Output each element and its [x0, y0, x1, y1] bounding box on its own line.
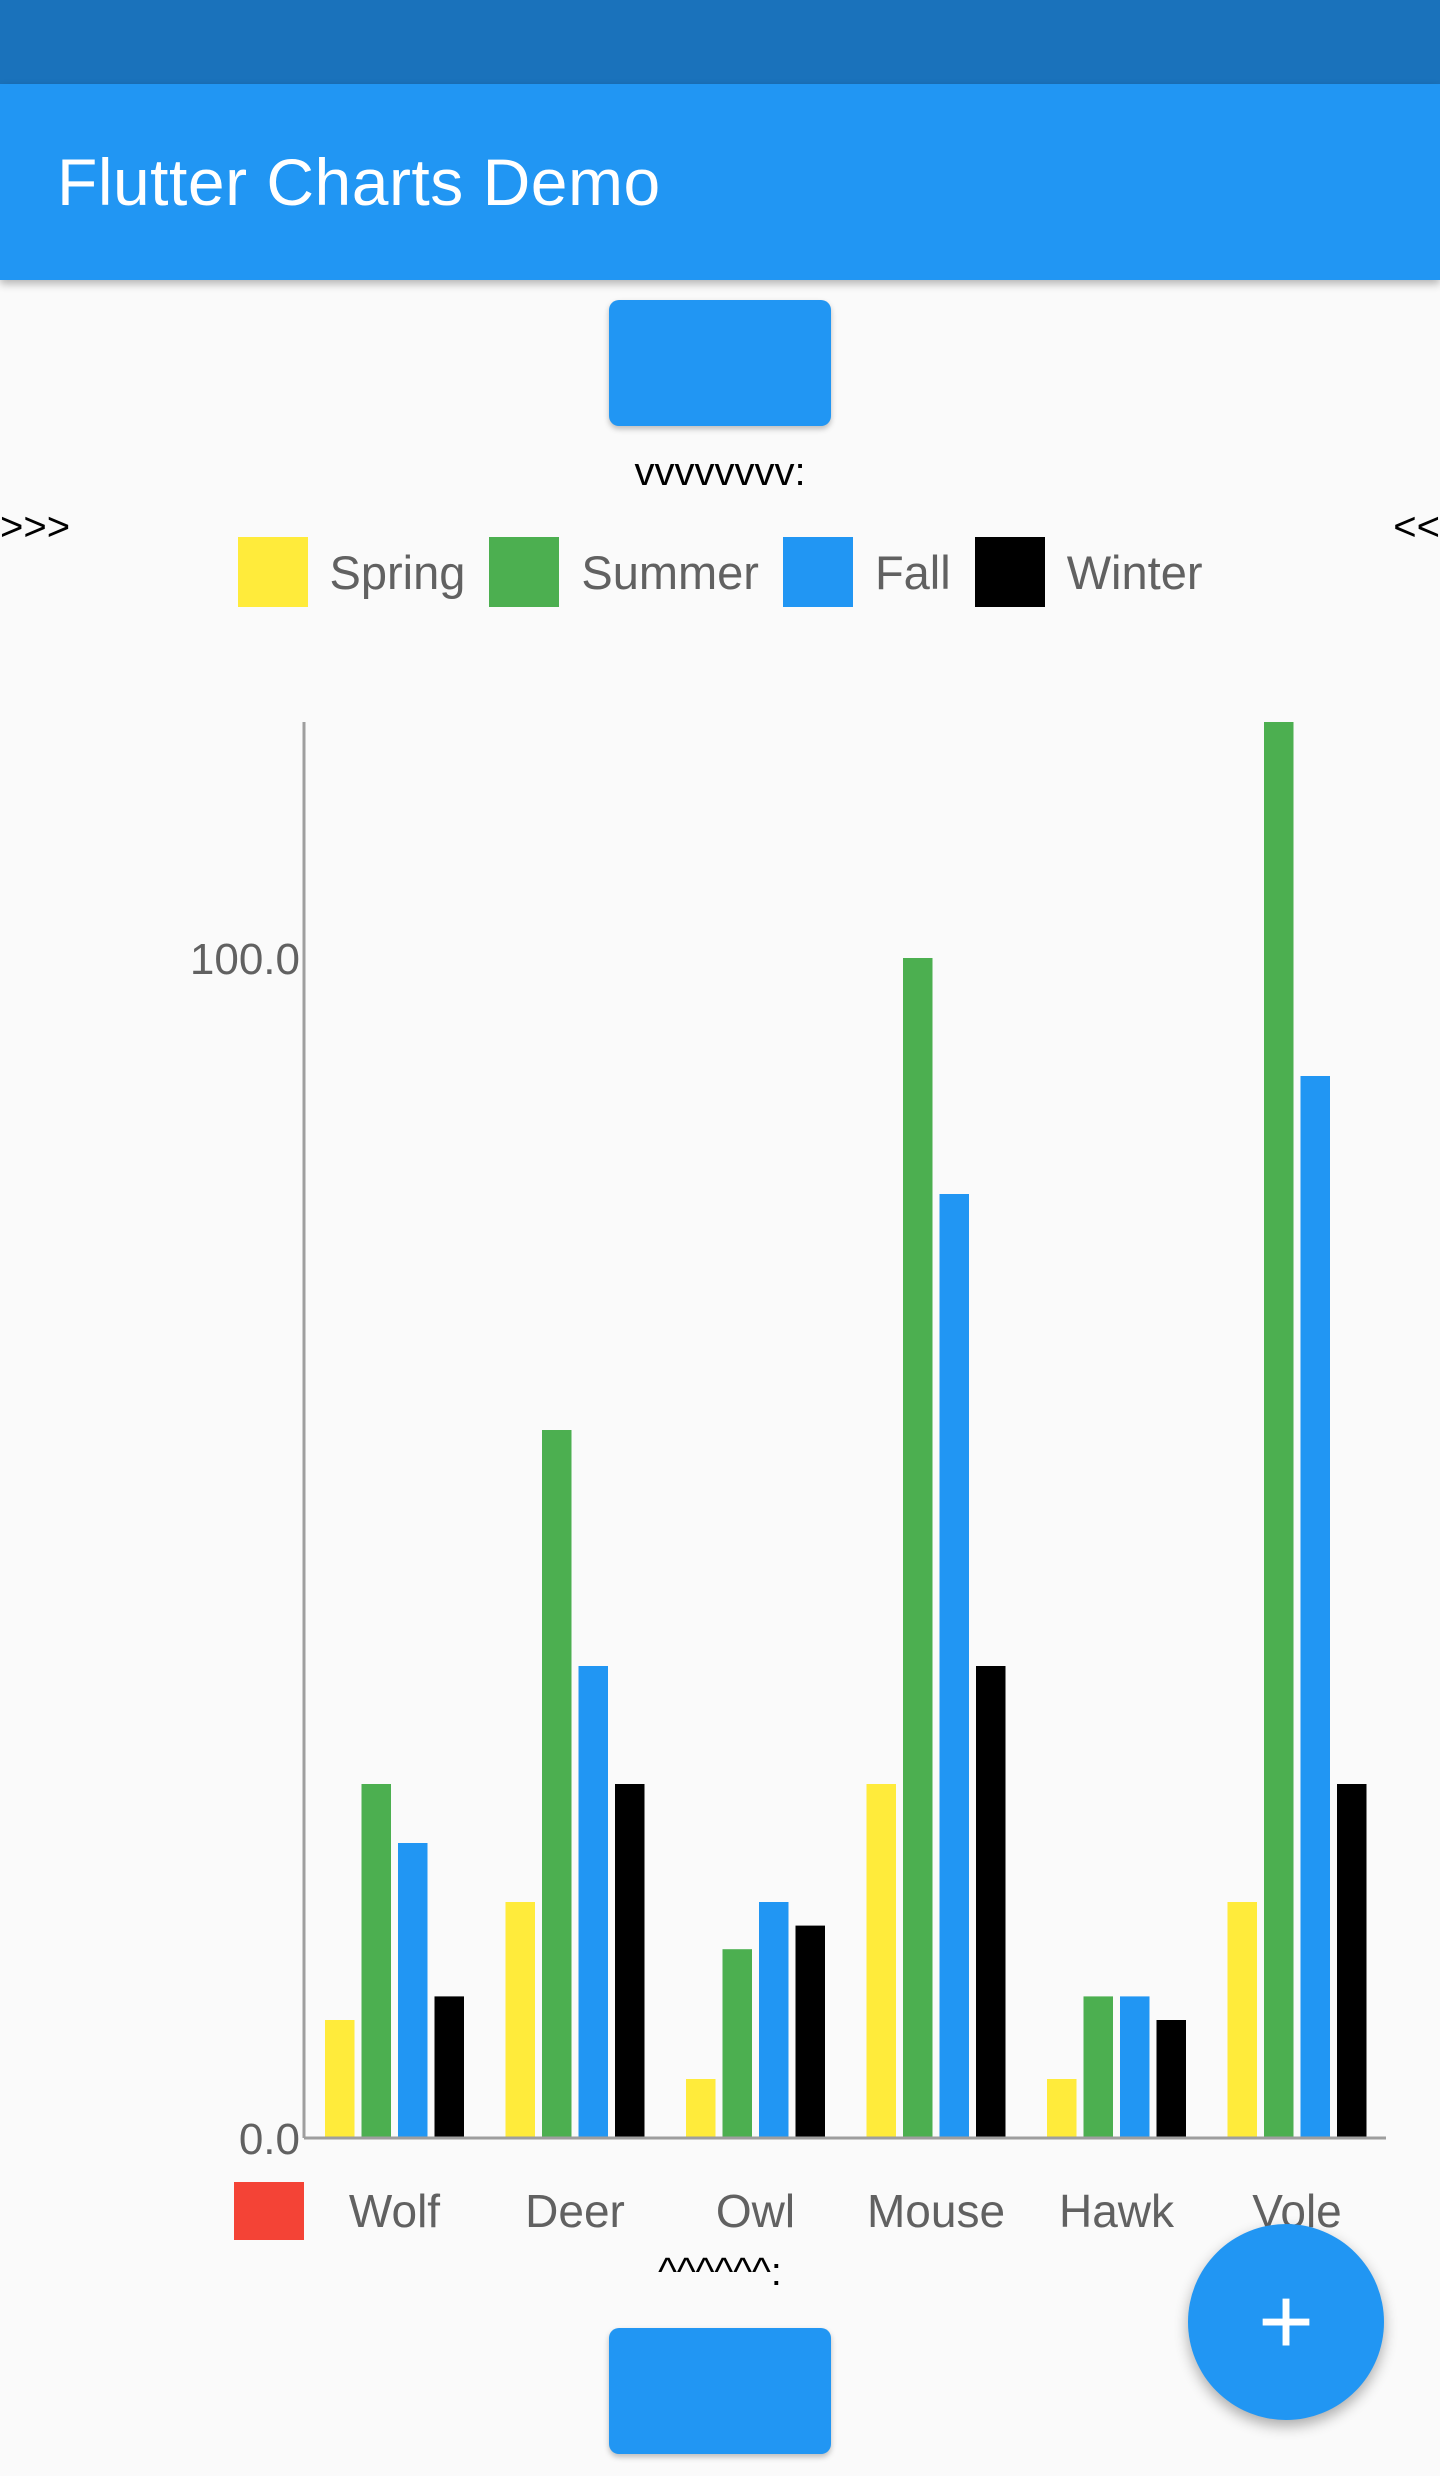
left-marker-text: >>> — [0, 505, 71, 549]
legend-swatch — [489, 537, 560, 607]
bar-vole-winter — [1337, 1784, 1367, 2138]
bar-vole-fall — [1300, 1076, 1330, 2138]
bar-mouse-spring — [866, 1784, 896, 2138]
x-tick-label-wolf: Wolf — [349, 2185, 440, 2237]
bottom-marker-text: ^^^^^^: — [658, 2250, 782, 2294]
bar-vole-summer — [1264, 722, 1294, 2138]
bar-wolf-summer — [361, 1784, 391, 2138]
bar-hawk-winter — [1156, 2020, 1186, 2138]
bar-owl-winter — [795, 1925, 825, 2138]
x-axis-legend-swatch — [234, 2182, 304, 2240]
legend-swatch — [782, 537, 853, 607]
legend-label: Summer — [581, 545, 759, 599]
legend-swatch — [237, 537, 308, 607]
legend-item-spring: Spring — [237, 537, 466, 607]
top-action-button[interactable] — [609, 300, 831, 426]
bar-mouse-summer — [903, 958, 933, 2138]
right-marker-text: << — [1393, 505, 1440, 549]
top-marker-text: vvvvvvvv: — [634, 450, 806, 494]
bar-owl-summer — [722, 1949, 752, 2138]
x-tick-label-owl: Owl — [716, 2185, 795, 2237]
x-tick-label-deer: Deer — [525, 2185, 625, 2237]
bar-deer-winter — [615, 1784, 645, 2138]
bar-deer-summer — [542, 1430, 572, 2138]
bar-deer-spring — [505, 1902, 535, 2138]
y-tick-label: 100.0 — [190, 935, 300, 984]
legend-item-fall: Fall — [782, 537, 951, 607]
app-bar: Flutter Charts Demo — [0, 84, 1440, 280]
bar-owl-spring — [686, 2079, 716, 2138]
chart-legend: Spring Summer Fall Winter — [0, 537, 1440, 607]
bar-hawk-fall — [1120, 1996, 1150, 2138]
bottom-action-button[interactable] — [609, 2328, 831, 2454]
legend-label: Spring — [329, 545, 466, 599]
app-title: Flutter Charts Demo — [57, 145, 661, 219]
bar-wolf-winter — [434, 1996, 464, 2138]
bar-wolf-spring — [325, 2020, 355, 2138]
plus-icon: + — [1257, 2268, 1315, 2375]
bar-hawk-summer — [1083, 1996, 1113, 2138]
y-tick-label: 0.0 — [239, 2115, 300, 2164]
legend-item-winter: Winter — [974, 537, 1203, 607]
bar-vole-spring — [1227, 1902, 1257, 2138]
bar-mouse-fall — [939, 1194, 969, 2138]
bar-mouse-winter — [976, 1666, 1006, 2138]
bar-owl-fall — [759, 1902, 789, 2138]
x-tick-label-hawk: Hawk — [1059, 2185, 1175, 2237]
add-fab-button[interactable]: + — [1188, 2224, 1384, 2420]
x-tick-label-mouse: Mouse — [867, 2185, 1005, 2237]
bar-deer-fall — [578, 1666, 608, 2138]
bar-wolf-fall — [398, 1843, 428, 2138]
legend-swatch — [974, 537, 1045, 607]
status-bar — [0, 0, 1440, 84]
legend-label: Winter — [1066, 545, 1203, 599]
legend-item-summer: Summer — [489, 537, 759, 607]
bar-hawk-spring — [1047, 2079, 1077, 2138]
legend-label: Fall — [874, 545, 951, 599]
